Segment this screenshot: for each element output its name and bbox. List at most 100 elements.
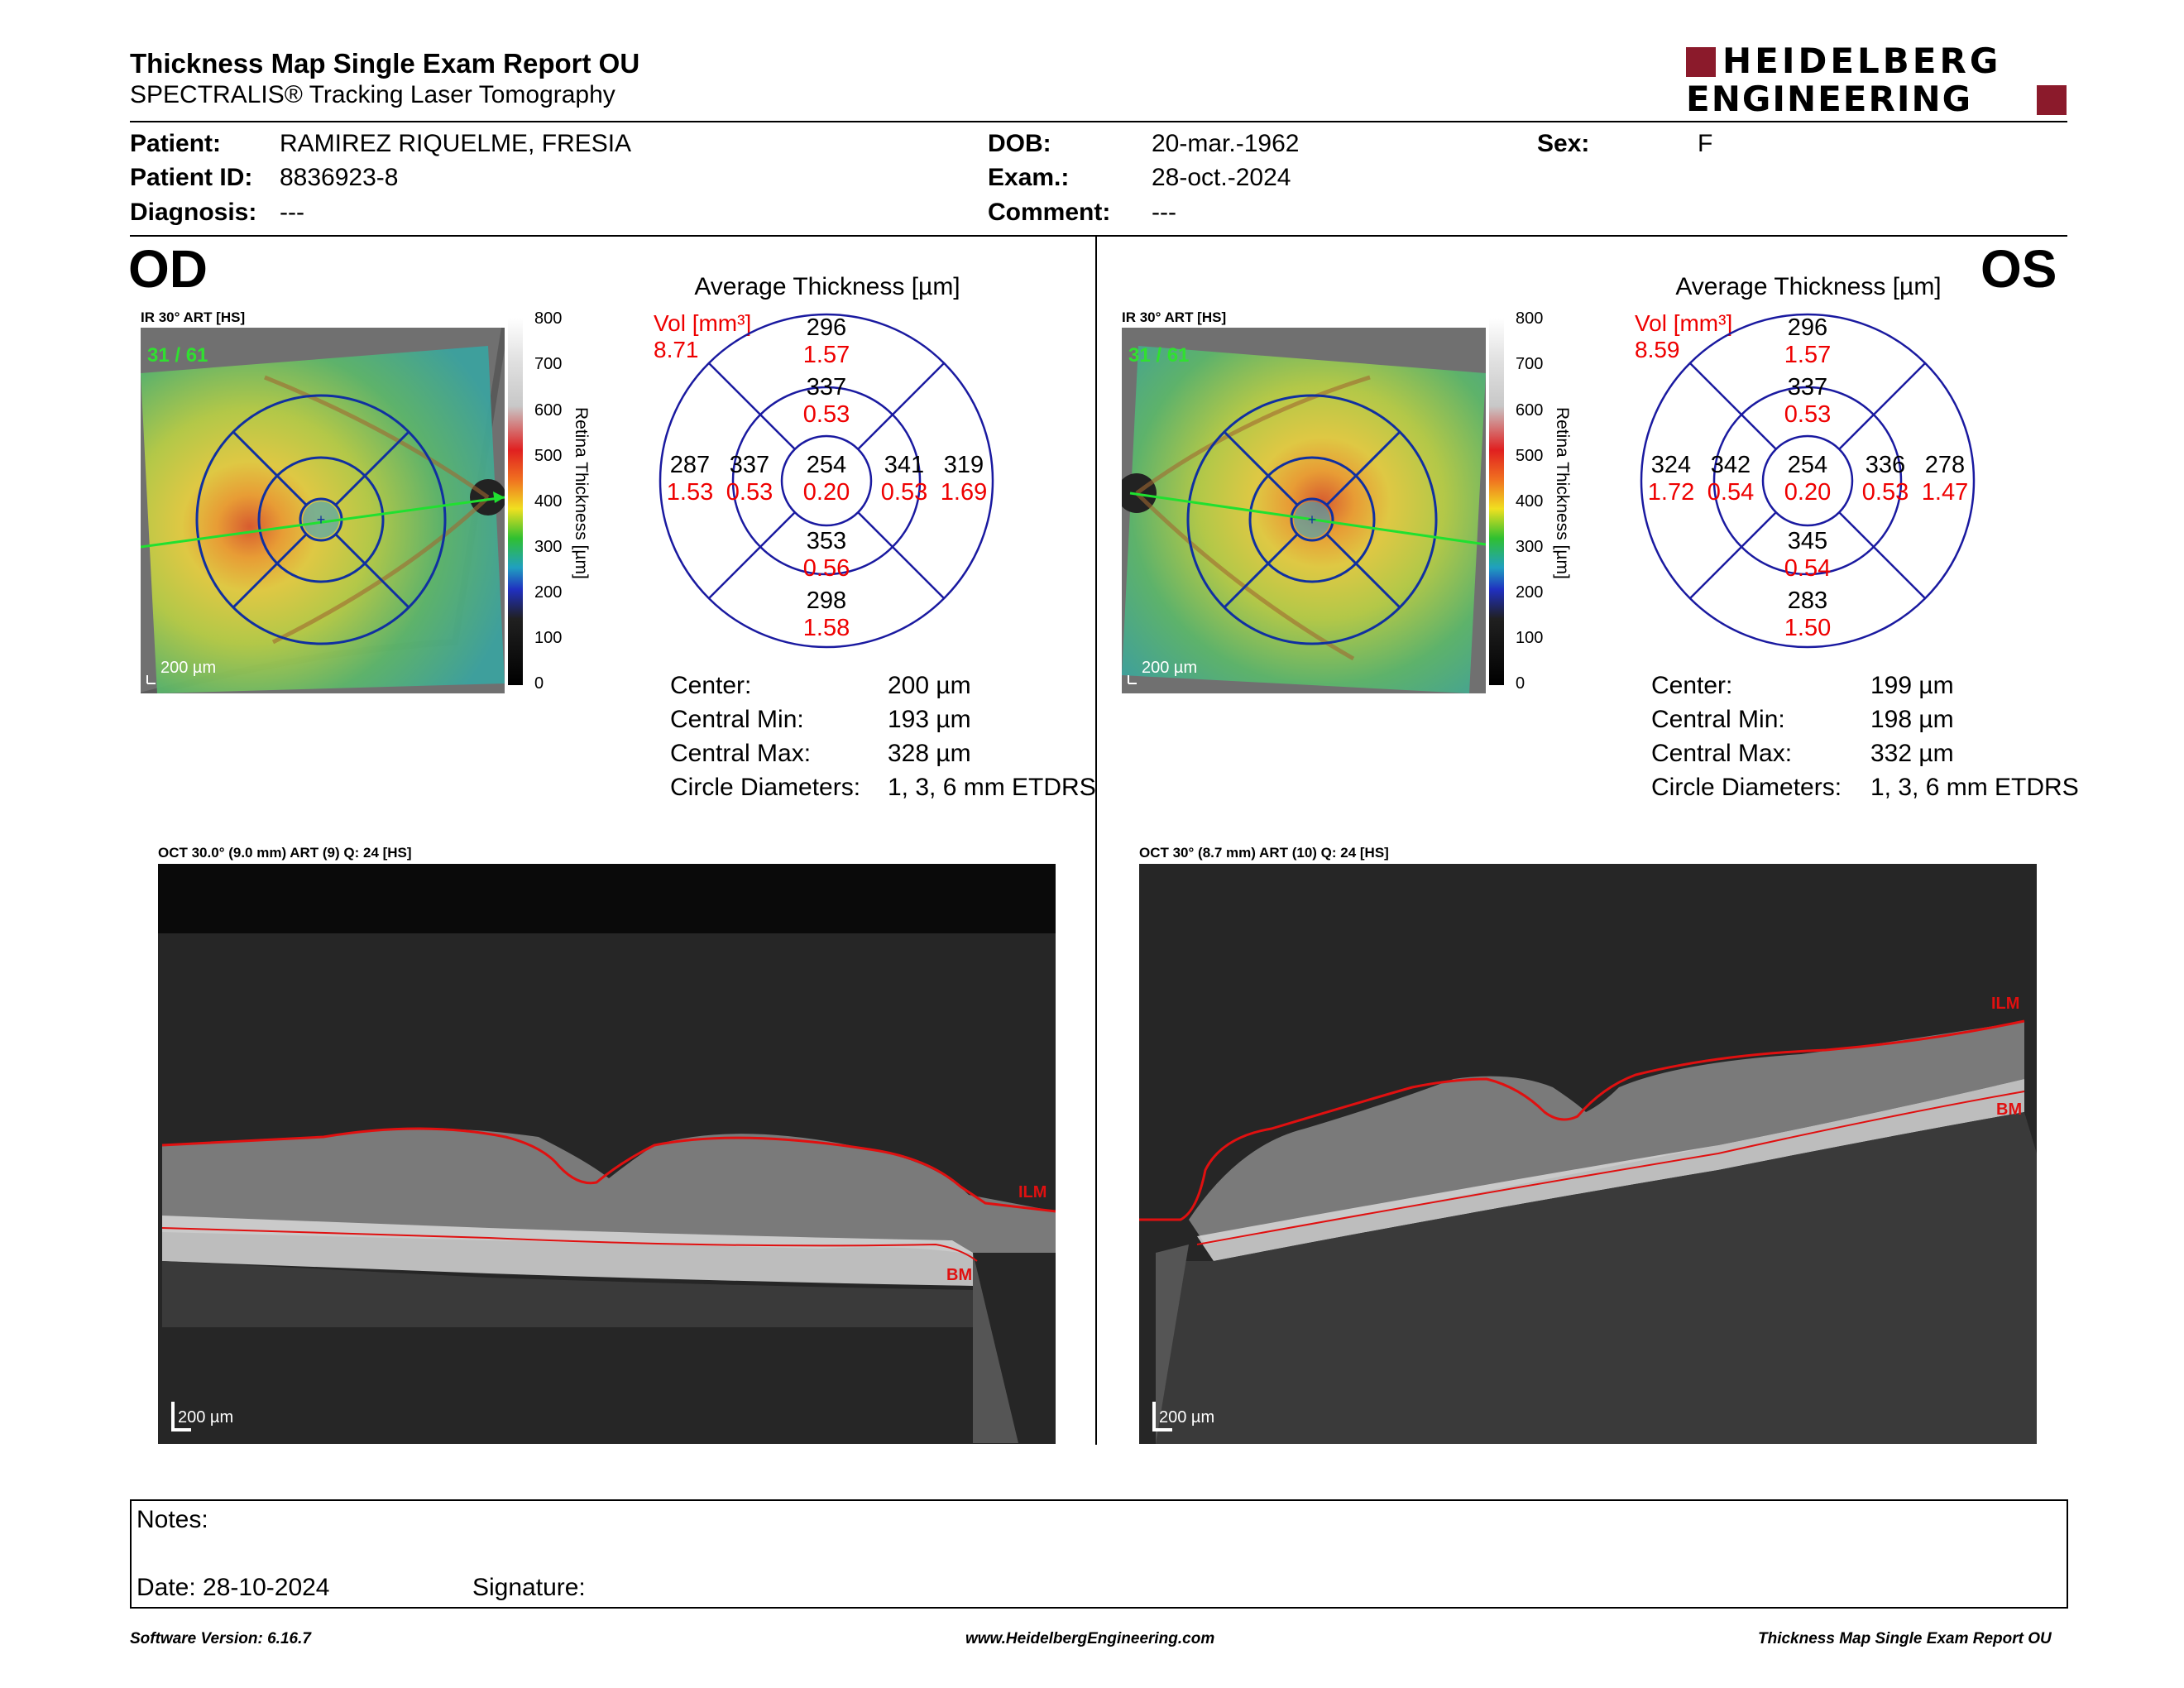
patient-id: 8836923-8 [280,164,399,191]
software-version: Software Version: 6.16.7 [130,1630,311,1647]
os-max-value: 332 µm [1870,740,1954,767]
os-center-label: Center: [1651,672,1733,699]
od-tick-700: 700 [534,355,563,373]
os-inner-left: 342 0.54 [1707,452,1755,506]
svg-text:+: + [317,511,326,528]
notes-label: Notes: [136,1506,208,1533]
os-tick-200: 200 [1516,583,1544,602]
od-tick-100: 100 [534,629,563,647]
od-circ-value: 1, 3, 6 mm ETDRS [888,774,1096,801]
od-inner-superior: 337 0.53 [802,374,850,428]
od-min-label: Central Min: [670,706,804,733]
os-inner-superior: 337 0.53 [1784,374,1832,428]
os-inner-inferior: 345 0.54 [1784,528,1832,582]
od-tick-600: 600 [534,401,563,420]
od-inner-inferior: 353 0.56 [802,528,850,582]
os-fundus-counter: 31 / 61 [1128,344,1190,367]
svg-text:+: + [1308,511,1317,528]
od-inner-right: 341 0.53 [880,452,928,506]
os-center-value: 199 µm [1870,672,1954,699]
od-center-label: Center: [670,672,752,699]
os-colorbar-label: Retina Thickness [µm] [1553,407,1572,579]
od-etdrs-grid [659,313,994,649]
website-link[interactable]: www.HeidelbergEngineering.com [965,1630,1215,1647]
os-fundus-scale: 200 µm [1142,659,1198,677]
sex-value: F [1698,130,1713,157]
comment-label: Comment: [988,199,1111,226]
report-title: Thickness Map Single Exam Report OU [130,48,640,79]
od-outer-superior: 296 1.57 [802,314,850,368]
os-circ-value: 1, 3, 6 mm ETDRS [1870,774,2079,801]
heidelberg-logo: HEIDELBERG ENGINEERING [1686,42,2068,119]
os-oct-header: OCT 30° (8.7 mm) ART (10) Q: 24 [HS] [1139,845,1389,861]
os-outer-right: 278 1.47 [1921,452,1969,506]
os-colorbar-ticks: 800 700 600 500 400 300 200 100 0 [1504,309,1554,693]
report-subtitle: SPECTRALIS® Tracking Laser Tomography [130,81,615,108]
os-center: 254 0.20 [1784,452,1832,506]
diagnosis-value: --- [280,199,304,226]
od-eye-label: OD [128,239,208,299]
os-oct-scale: 200 µm [1159,1408,1215,1427]
od-thickness-map: + [141,328,505,693]
od-ilm-label: ILM [1018,1183,1047,1201]
od-fundus-scale: 200 µm [160,659,217,677]
os-min-label: Central Min: [1651,706,1785,733]
os-inner-right: 336 0.53 [1861,452,1909,506]
od-fundus-counter: 31 / 61 [147,344,208,367]
os-min-value: 198 µm [1870,706,1954,733]
od-center: 254 0.20 [802,452,850,506]
diagnosis-label: Diagnosis: [130,199,257,226]
od-colorbar-label: Retina Thickness [µm] [572,407,591,579]
od-oct-image: ILM BM 200 µm [158,864,1056,1444]
od-max-value: 328 µm [888,740,971,767]
os-oct-image: ILM BM 200 µm [1139,864,2037,1444]
os-vol-value: 8.59 [1635,337,1680,362]
os-max-label: Central Max: [1651,740,1793,767]
od-bm-label: BM [946,1266,973,1284]
eye-divider [1095,237,1097,1445]
od-circ-label: Circle Diameters: [670,774,861,801]
os-tick-400: 400 [1516,492,1544,511]
patient-name: RAMIREZ RIQUELME, FRESIA [280,130,632,157]
od-fundus-image: + 31 / 61 200 µm [141,328,505,693]
os-etdrs-grid [1640,313,1976,649]
patient-id-label: Patient ID: [130,164,253,191]
patient-divider [130,235,2067,237]
od-center-value: 200 µm [888,672,971,699]
exam-value: 28-oct.-2024 [1152,164,1291,191]
od-avg-title: Average Thickness [µm] [694,273,960,300]
od-oct-scan [158,864,1056,1444]
os-tick-100: 100 [1516,629,1544,647]
os-tick-800: 800 [1516,309,1544,328]
od-oct-header: OCT 30.0° (9.0 mm) ART (9) Q: 24 [HS] [158,845,412,861]
os-oct-scan [1139,864,2037,1444]
os-ilm-label: ILM [1991,995,2020,1013]
os-avg-title: Average Thickness [µm] [1675,273,1942,300]
od-outer-right: 319 1.69 [940,452,988,506]
od-fundus-header: IR 30° ART [HS] [141,309,246,325]
od-min-value: 193 µm [888,706,971,733]
os-tick-300: 300 [1516,538,1544,556]
os-tick-700: 700 [1516,355,1544,373]
os-circ-label: Circle Diameters: [1651,774,1842,801]
notes-box[interactable]: Notes: Date: 28-10-2024 Signature: [130,1499,2068,1609]
signature-label: Signature: [472,1574,586,1601]
od-colorbar-ticks: 800 700 600 500 400 300 200 100 0 [523,309,572,693]
logo-text-bottom: ENGINEERING [1686,79,1973,119]
os-colorbar [1489,318,1504,685]
date-label: Date: 28-10-2024 [136,1574,330,1601]
os-outer-left: 324 1.72 [1647,452,1695,506]
exam-label: Exam.: [988,164,1070,191]
od-max-label: Central Max: [670,740,812,767]
od-colorbar [508,318,523,685]
os-vol-label: Vol [mm³] [1635,310,1733,336]
os-tick-0: 0 [1516,674,1525,693]
os-outer-inferior: 283 1.50 [1784,587,1832,641]
od-outer-left: 287 1.53 [666,452,714,506]
os-tick-600: 600 [1516,401,1544,420]
sex-label: Sex: [1537,130,1590,157]
comment-value: --- [1152,199,1176,226]
os-fundus-header: IR 30° ART [HS] [1122,309,1227,325]
od-tick-800: 800 [534,309,563,328]
od-tick-300: 300 [534,538,563,556]
